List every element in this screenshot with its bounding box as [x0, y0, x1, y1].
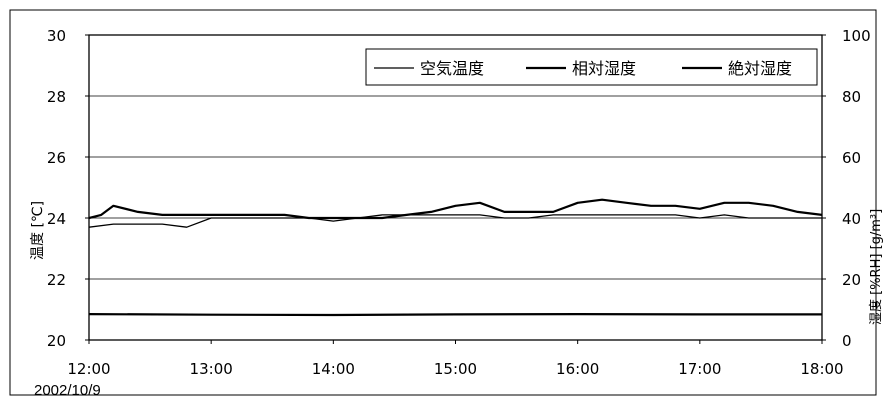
x-tick-label: 13:00 [190, 360, 233, 378]
y-right-tick-label: 0 [842, 332, 852, 350]
x-tick-label: 18:00 [800, 360, 843, 378]
y-left-tick-label: 26 [47, 149, 66, 167]
y-right-axis-title: 湿度 [%RH] [g/m³] [868, 209, 884, 325]
y-right-tick-label: 20 [842, 271, 861, 289]
y-right-tick-label: 40 [842, 210, 861, 228]
x-tick-label: 14:00 [312, 360, 355, 378]
legend-label: 空気温度 [420, 59, 484, 78]
series-line [89, 214, 822, 228]
series-line [89, 313, 822, 317]
y-right-tick-label: 100 [842, 27, 871, 45]
date-label: 2002/10/9 [34, 382, 101, 399]
y-left-tick-label: 24 [47, 210, 66, 228]
legend-label: 相対湿度 [572, 59, 636, 78]
y-left-tick-label: 30 [47, 27, 66, 45]
y-right-tick-label: 60 [842, 149, 861, 167]
y-left-axis-title: 温度 [℃] [30, 201, 46, 260]
x-tick-label: 16:00 [556, 360, 599, 378]
y-left-tick-label: 28 [47, 88, 66, 106]
x-tick-label: 15:00 [434, 360, 477, 378]
y-left-tick-label: 20 [47, 332, 66, 350]
legend-label: 絶対湿度 [728, 59, 792, 78]
legend-box [365, 48, 818, 86]
y-left-tick-label: 22 [47, 271, 66, 289]
x-tick-label: 17:00 [678, 360, 721, 378]
series-line [89, 198, 822, 220]
y-right-tick-label: 80 [842, 88, 861, 106]
x-tick-label: 12:00 [67, 360, 110, 378]
